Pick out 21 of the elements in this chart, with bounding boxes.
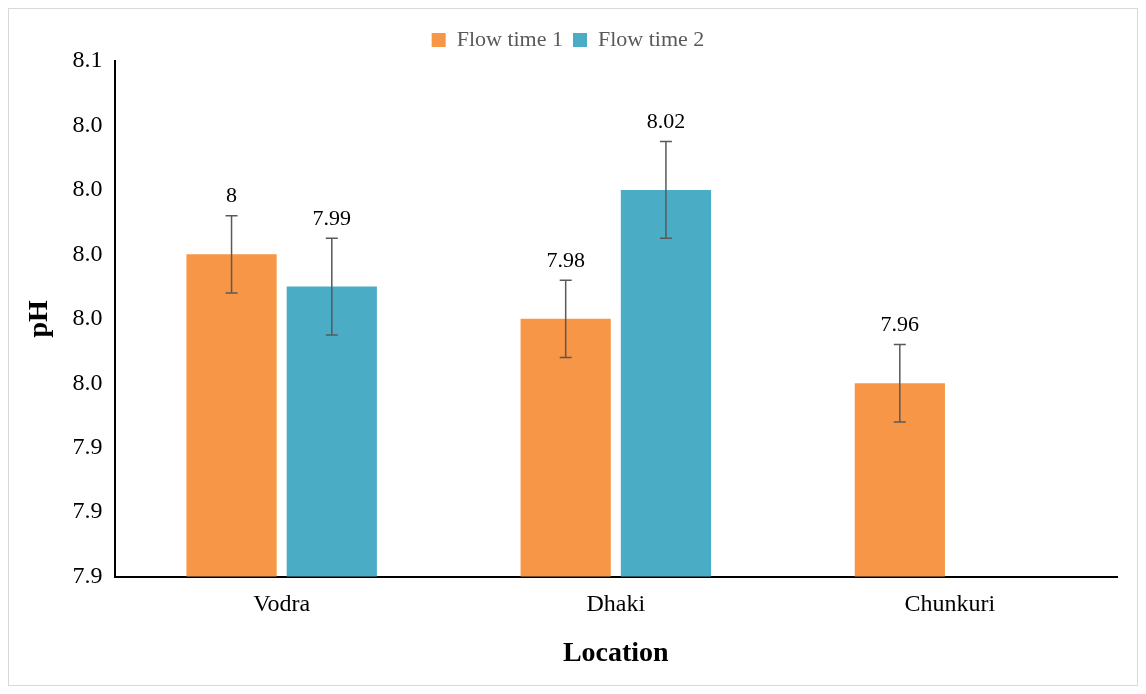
legend-label: Flow time 1 (456, 25, 564, 51)
y-tick-label: 8.0 (72, 304, 103, 331)
data-label: 7.99 (312, 205, 352, 231)
y-tick-label: 8.0 (72, 175, 103, 202)
x-axis-title: Location (562, 636, 670, 668)
x-tick-label: Chunkuri (904, 590, 996, 617)
x-tick-label: Vodra (253, 590, 311, 617)
y-tick-label: 7.9 (72, 497, 103, 524)
data-label: 8.02 (646, 108, 686, 134)
data-label: 8 (226, 182, 238, 208)
data-label: 7.96 (880, 311, 920, 337)
y-axis-title: pH (22, 299, 54, 338)
y-tick-label: 8.0 (72, 368, 103, 395)
x-tick-label: Dhaki (586, 590, 646, 617)
data-label: 7.98 (546, 246, 585, 272)
y-tick-label: 8.1 (72, 46, 103, 73)
y-tick-label: 8.0 (72, 110, 103, 137)
legend-label: Flow time 2 (598, 25, 705, 51)
y-tick-label: 7.9 (72, 561, 103, 588)
y-tick-label: 8.0 (72, 239, 103, 266)
y-tick-label: 7.9 (72, 433, 103, 459)
